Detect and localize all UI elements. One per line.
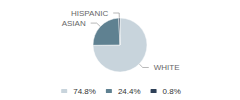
svg-text:WHITE: WHITE — [154, 63, 180, 72]
svg-text:HISPANIC: HISPANIC — [71, 9, 108, 18]
svg-text:24.4%: 24.4% — [118, 87, 141, 96]
svg-text:0.8%: 0.8% — [163, 87, 181, 96]
svg-text:ASIAN: ASIAN — [62, 19, 86, 28]
svg-text:74.8%: 74.8% — [73, 87, 96, 96]
